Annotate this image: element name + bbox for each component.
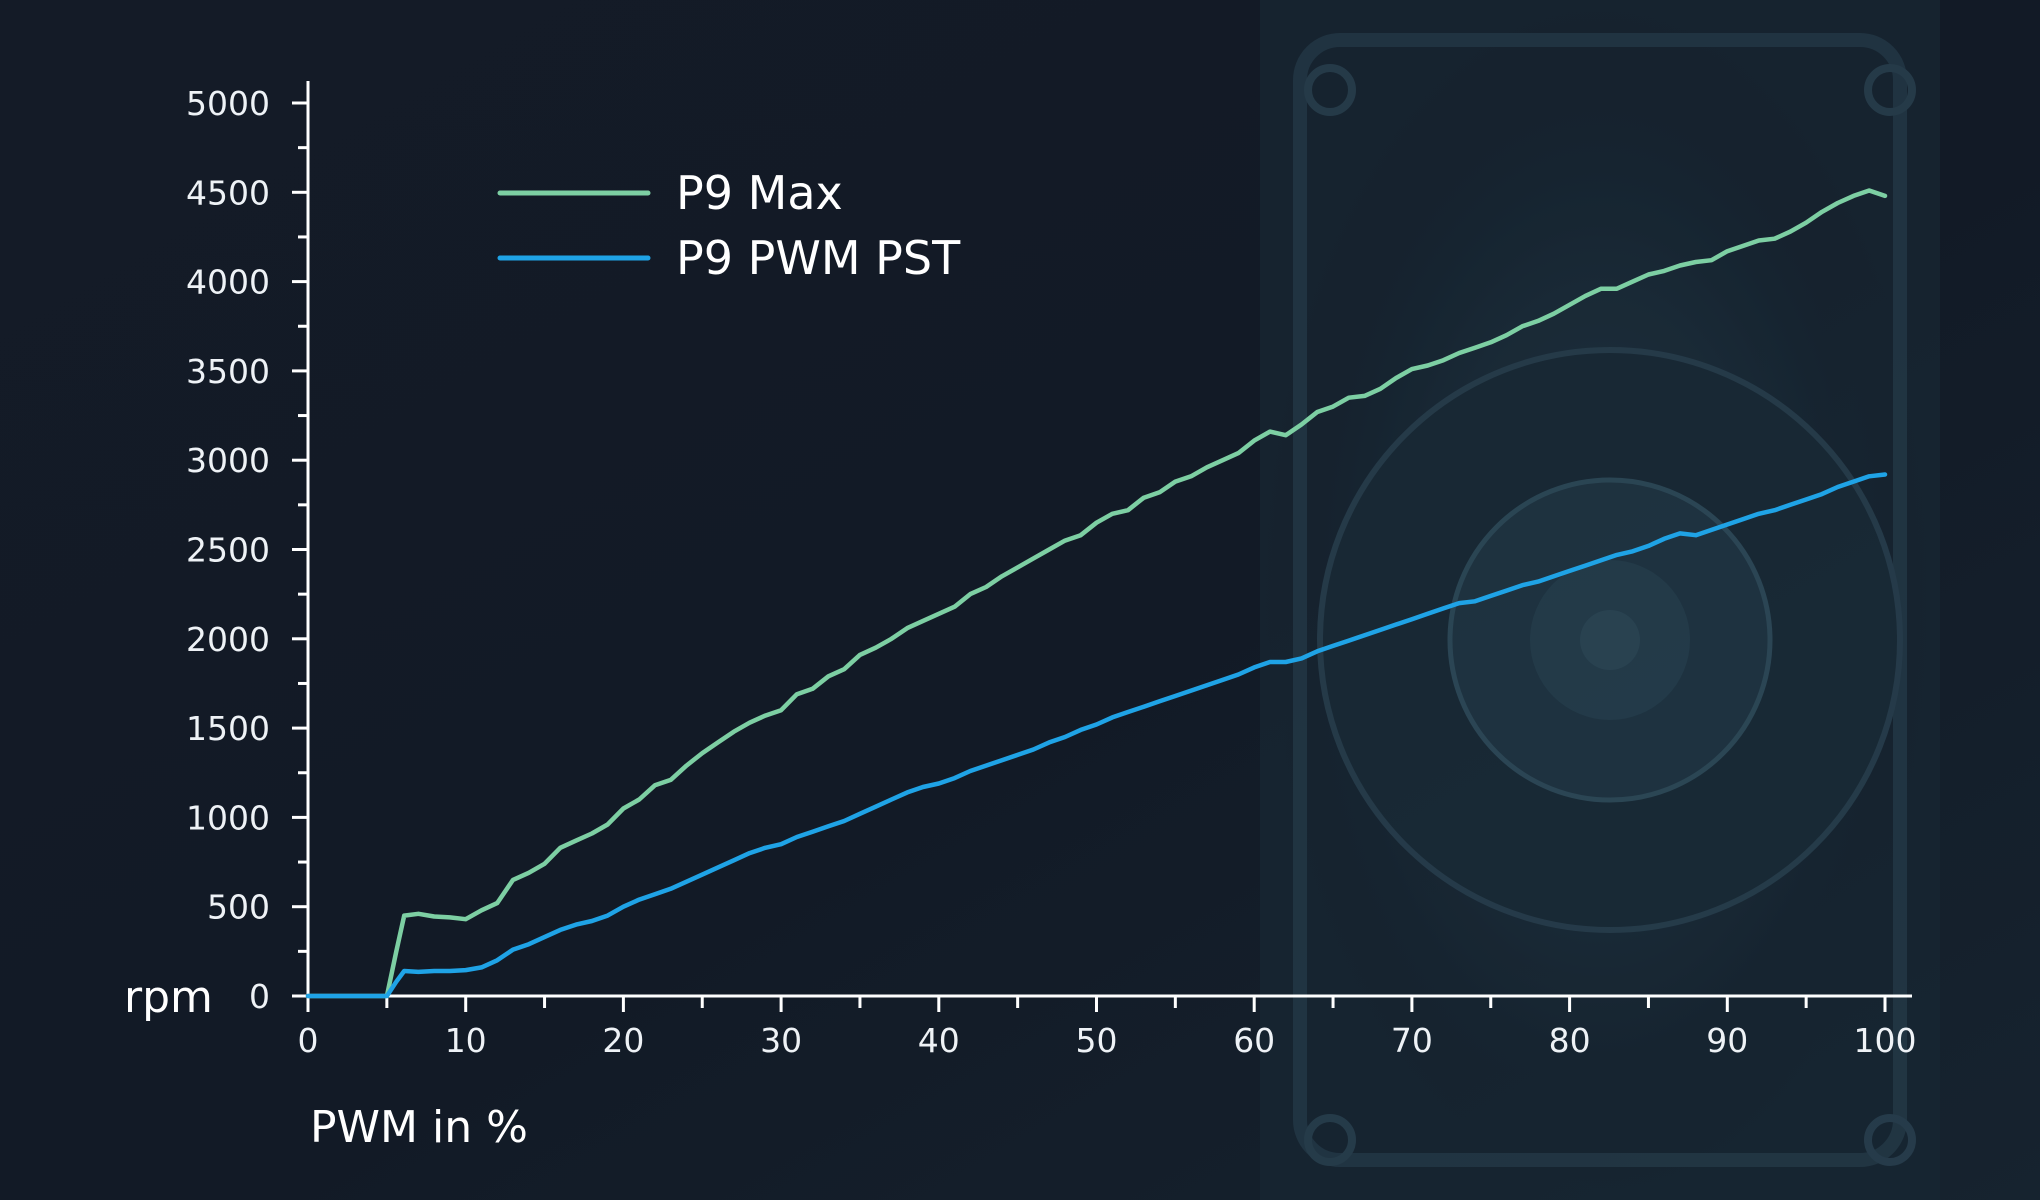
y-axis-title: rpm (124, 972, 213, 1023)
axis-ticks: 0500100015002000250030003500400045005000… (186, 84, 1916, 1060)
legend-label: P9 PWM PST (676, 231, 961, 285)
x-tick-label: 40 (918, 1021, 960, 1060)
y-tick-label: 4500 (186, 173, 270, 212)
axes: rpm PWM in % (124, 81, 1912, 1153)
legend: P9 Max P9 PWM PST (497, 166, 961, 285)
x-tick-label: 20 (602, 1021, 644, 1060)
x-axis-title: PWM in % (310, 1102, 528, 1153)
y-tick-label: 1000 (186, 798, 270, 837)
x-tick-label: 60 (1233, 1021, 1275, 1060)
x-tick-label: 70 (1391, 1021, 1433, 1060)
legend-label: P9 Max (676, 166, 843, 220)
series-line-p9-max (305, 188, 1888, 999)
fan-photo-backdrop (1260, 0, 1940, 1200)
y-tick-label: 500 (207, 888, 270, 927)
x-tick-label: 80 (1549, 1021, 1591, 1060)
x-tick-label: 0 (298, 1021, 319, 1060)
y-tick-label: 3500 (186, 352, 270, 391)
x-tick-label: 90 (1706, 1021, 1748, 1060)
x-tick-label: 10 (445, 1021, 487, 1060)
x-tick-label: 50 (1076, 1021, 1118, 1060)
y-tick-label: 0 (249, 977, 270, 1016)
series-line-p9-pwm-pst (305, 472, 1888, 999)
x-tick-label: 100 (1854, 1021, 1917, 1060)
series-lines (305, 188, 1888, 999)
y-tick-label: 5000 (186, 84, 270, 123)
y-tick-label: 2000 (186, 620, 270, 659)
y-tick-label: 3000 (186, 441, 270, 480)
y-tick-label: 1500 (186, 709, 270, 748)
x-tick-label: 30 (760, 1021, 802, 1060)
y-tick-label: 4000 (186, 263, 270, 302)
y-tick-label: 2500 (186, 531, 270, 570)
